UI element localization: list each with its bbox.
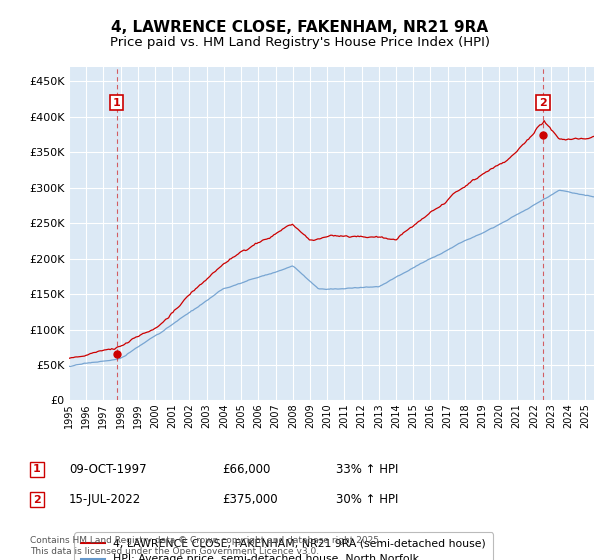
Text: 09-OCT-1997: 09-OCT-1997 xyxy=(69,463,146,476)
Text: 30% ↑ HPI: 30% ↑ HPI xyxy=(336,493,398,506)
Text: 33% ↑ HPI: 33% ↑ HPI xyxy=(336,463,398,476)
Text: 4, LAWRENCE CLOSE, FAKENHAM, NR21 9RA: 4, LAWRENCE CLOSE, FAKENHAM, NR21 9RA xyxy=(112,20,488,35)
Text: 15-JUL-2022: 15-JUL-2022 xyxy=(69,493,141,506)
Text: Contains HM Land Registry data © Crown copyright and database right 2025.
This d: Contains HM Land Registry data © Crown c… xyxy=(30,536,382,556)
Text: 1: 1 xyxy=(33,464,41,474)
Text: 2: 2 xyxy=(33,494,41,505)
Text: £375,000: £375,000 xyxy=(222,493,278,506)
Legend: 4, LAWRENCE CLOSE, FAKENHAM, NR21 9RA (semi-detached house), HPI: Average price,: 4, LAWRENCE CLOSE, FAKENHAM, NR21 9RA (s… xyxy=(74,533,493,560)
Text: £66,000: £66,000 xyxy=(222,463,271,476)
Text: 2: 2 xyxy=(539,97,547,108)
Text: 1: 1 xyxy=(113,97,121,108)
Text: Price paid vs. HM Land Registry's House Price Index (HPI): Price paid vs. HM Land Registry's House … xyxy=(110,36,490,49)
